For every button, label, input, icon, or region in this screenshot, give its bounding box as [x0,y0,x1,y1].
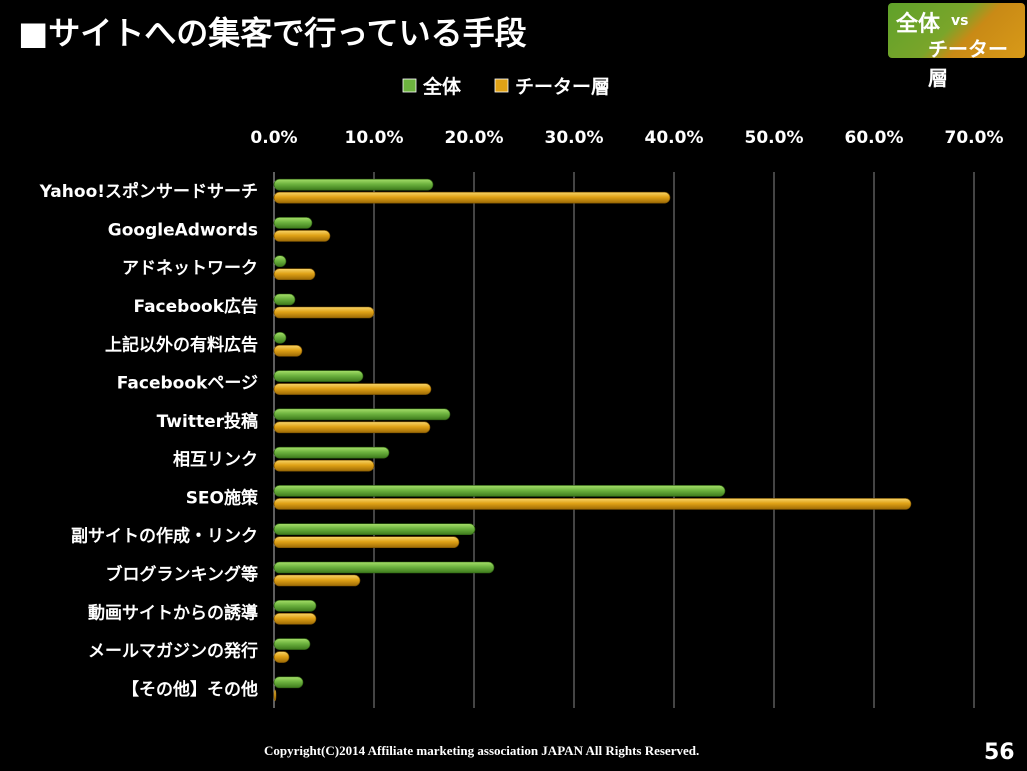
badge-vs-label: vs [951,13,969,29]
bar-cheetah-6 [273,421,431,434]
bar-cheetah-11 [273,612,317,625]
slide-title: ■サイトへの集客で行っている手段 [18,14,527,52]
category-label-12: メールマガジンの発行 [88,641,258,662]
bar-all-9 [273,523,476,536]
x-axis-ticks: 0.0% 10.0% 20.0% 30.0% 40.0% 50.0% 60.0% 70.0% [250,128,1003,148]
x-tick-label-7: 70.0% [945,128,1004,148]
category-label-10: ブログランキング等 [106,564,259,585]
x-tick-label-5: 50.0% [745,128,804,148]
legend-label-cheetah: チーター層 [515,76,610,98]
bar-all-4 [273,331,287,344]
bar-cheetah-0 [273,191,671,204]
category-label-9: 副サイトの作成・リンク [71,526,258,547]
bar-cheetah-10 [273,574,361,587]
category-label-4: 上記以外の有料広告 [105,334,258,355]
bar-all-12 [273,638,311,650]
bar-all-8 [273,485,726,497]
chart-bars [273,178,912,702]
x-tick-label-3: 30.0% [545,128,604,148]
bar-cheetah-5 [273,383,432,395]
x-tick-label-2: 20.0% [445,128,504,148]
category-label-1: GoogleAdwords [108,220,258,240]
bar-cheetah-7 [273,459,375,472]
x-tick-label-6: 60.0% [845,128,904,148]
badge-cheetah-label: チーター層 [928,37,1008,90]
category-label-3: Facebook広告 [133,296,258,317]
x-tick-label-1: 10.0% [345,128,404,148]
bar-cheetah-13 [273,689,277,702]
bar-cheetah-8 [273,498,912,510]
legend-label-all: 全体 [422,75,462,98]
category-label-2: アドネットワーク [122,259,258,279]
bar-all-3 [273,293,296,306]
bar-cheetah-2 [273,268,316,281]
copyright-footer: Copyright(C)2014 Affiliate marketing ass… [264,743,700,758]
category-label-13: 【その他】その他 [122,679,258,700]
bar-all-1 [273,217,313,229]
category-label-8: SEO施策 [186,487,259,508]
chart-legend: 全体 チーター層 [402,75,610,98]
bar-all-7 [273,446,390,459]
bar-chart: 全体 チーター層 0.0% 10.0% 20.0% 30.0% 40.0% 50.0% 60.… [39,75,1003,708]
bar-all-11 [273,599,317,612]
category-label-7: 相互リンク [173,449,258,470]
y-axis-categories: Yahoo!スポンサードサーチ GoogleAdwords アドネットワーク Face… [39,181,259,700]
badge-all-label: 全体 [896,12,941,37]
legend-swatch-cheetah [494,78,509,93]
category-label-0: Yahoo!スポンサードサーチ [39,181,258,202]
chart-gridlines [273,172,975,708]
bar-cheetah-9 [273,536,460,549]
bar-all-2 [273,255,287,268]
page-number: 56 [984,740,1015,765]
bar-cheetah-4 [273,344,303,357]
x-tick-label-4: 40.0% [645,128,704,148]
bar-cheetah-1 [273,230,331,242]
bar-cheetah-3 [273,306,375,319]
bar-all-5 [273,370,364,382]
bar-all-0 [273,178,434,191]
bar-all-13 [273,676,304,689]
x-tick-label-0: 0.0% [250,128,297,148]
legend-swatch-all [402,78,417,93]
category-label-5: Facebookページ [117,374,258,394]
category-label-11: 動画サイトからの誘導 [88,602,258,623]
category-label-6: Twitter投稿 [157,411,258,432]
bar-all-6 [273,408,451,421]
comparison-badge: 全体 vs チーター層 [888,3,1025,90]
bar-cheetah-12 [273,651,290,663]
bar-all-10 [273,561,495,574]
